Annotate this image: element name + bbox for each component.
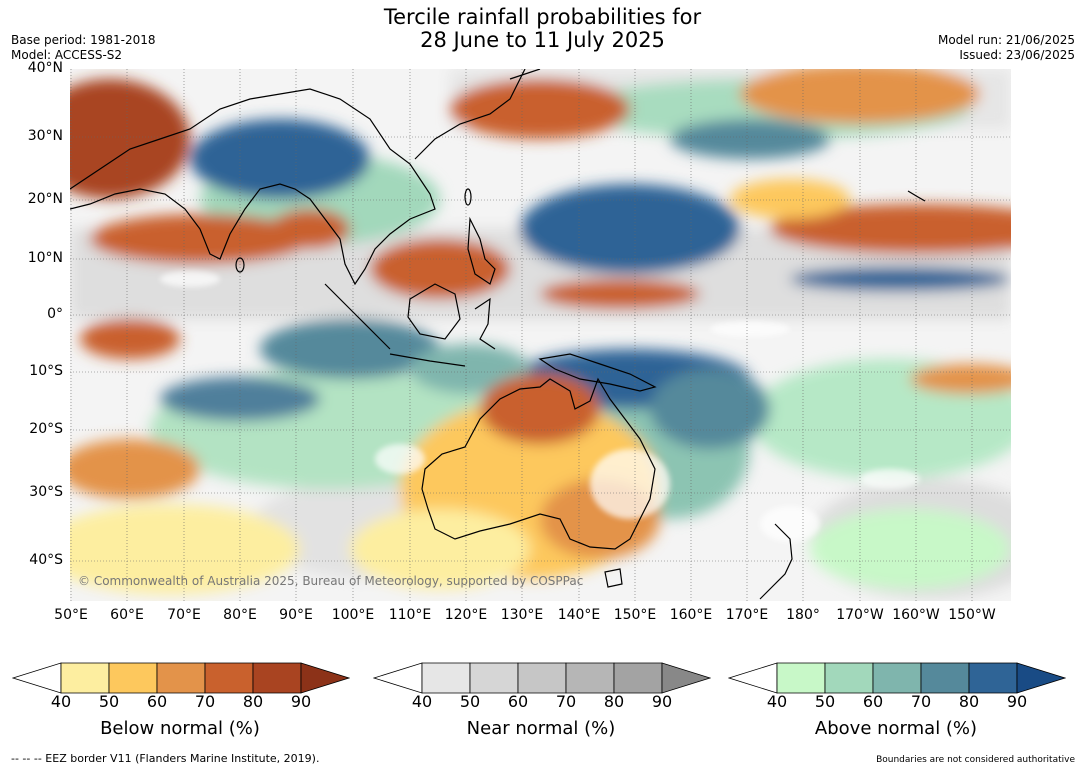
colorbar-tick-label: 40 [50, 692, 72, 711]
colorbar-segment [968, 662, 1018, 694]
colorbar-segment [108, 662, 158, 694]
colorbar-segment [517, 662, 567, 694]
colorbar-tick-label: 70 [555, 692, 577, 711]
eez-note: -- -- -- EEZ border V11 (Flanders Marine… [11, 752, 320, 765]
issued-date: Issued: 23/06/2025 [959, 48, 1075, 62]
base-period: Base period: 1981-2018 [11, 33, 156, 47]
page-title: Tercile rainfall probabilities for [383, 5, 702, 29]
asia-coast [70, 88, 436, 286]
hawaii-coast [907, 190, 926, 202]
lon-tick-label: 60°E [110, 607, 144, 623]
japan-coast [509, 69, 541, 80]
colorbar-segment [872, 662, 922, 694]
colorbar-under-tip [373, 662, 423, 694]
colorbar-segment [613, 662, 663, 694]
colorbar-tick-label: 40 [766, 692, 788, 711]
colorbar-tick-label: 50 [98, 692, 120, 711]
colorbar-tick-label: 90 [290, 692, 312, 711]
lat-tick-label: 20°S [29, 421, 63, 437]
lon-tick-label: 170°E [725, 607, 769, 623]
colorbar-segment [776, 662, 826, 694]
colorbar [12, 662, 350, 694]
page-subtitle: 28 June to 11 July 2025 [420, 28, 665, 52]
colorbar-under-tip [12, 662, 62, 694]
taiwan-coast [464, 188, 472, 206]
lat-tick-label: 0° [47, 306, 63, 322]
tasmania-coast [604, 568, 623, 588]
lon-tick-label: 150°W [948, 607, 996, 623]
colorbar-segment [824, 662, 874, 694]
lat-tick-label: 30°S [29, 484, 63, 500]
china-coast [414, 69, 526, 160]
colorbar-tick-label: 60 [146, 692, 168, 711]
rainfall-probability-map: © Commonwealth of Australia 2025, Bureau… [70, 69, 1011, 601]
colorbar-segment [920, 662, 970, 694]
lon-tick-label: 130°E [500, 607, 544, 623]
lon-tick-label: 70°E [167, 607, 201, 623]
colorbar-tick-label: 60 [862, 692, 884, 711]
java-coast [389, 353, 466, 367]
lon-tick-label: 100°E [331, 607, 375, 623]
lat-tick-label: 30°N [27, 128, 63, 144]
colorbar-under-tip [728, 662, 778, 694]
colorbar [728, 662, 1066, 694]
lon-tick-label: 180° [786, 607, 820, 623]
colorbar-segment [60, 662, 110, 694]
lat-tick-label: 10°S [29, 363, 63, 379]
lat-tick-label: 10°N [27, 250, 63, 266]
lat-tick-label: 40°N [27, 60, 63, 76]
colorbar-title: Below normal (%) [100, 718, 260, 739]
colorbar-tick-label: 90 [1006, 692, 1028, 711]
colorbar-over-tip [1016, 662, 1066, 694]
colorbar-tick-label: 90 [651, 692, 673, 711]
australia-coast [421, 377, 656, 550]
sumatra-coast [324, 283, 391, 350]
colorbar-segment [156, 662, 206, 694]
lon-tick-label: 170°W [836, 607, 884, 623]
model-run: Model run: 21/06/2025 [937, 33, 1075, 47]
colorbar-tick-label: 80 [242, 692, 264, 711]
colorbar-tick-label: 50 [814, 692, 836, 711]
philippines-coast [467, 216, 496, 285]
lon-tick-label: 160°W [892, 607, 940, 623]
colorbar-tick-label: 80 [958, 692, 980, 711]
lon-tick-label: 150°E [613, 607, 657, 623]
colorbar-tick-label: 40 [411, 692, 433, 711]
copyright-notice: © Commonwealth of Australia 2025, Bureau… [78, 574, 583, 588]
colorbar-tick-label: 50 [459, 692, 481, 711]
colorbar-title: Near normal (%) [466, 718, 616, 739]
colorbar-over-tip [300, 662, 350, 694]
lon-tick-label: 80°E [223, 607, 257, 623]
graticule [70, 69, 1011, 601]
lat-tick-label: 40°S [29, 552, 63, 568]
colorbar-tick-label: 60 [507, 692, 529, 711]
borneo-coast [407, 283, 461, 340]
colorbar-segment [565, 662, 615, 694]
lon-tick-label: 160°E [669, 607, 713, 623]
colorbar-tick-label: 70 [194, 692, 216, 711]
coastlines [70, 69, 926, 600]
sri-lanka-coast [235, 257, 245, 273]
lat-tick-label: 20°N [27, 191, 63, 207]
lon-tick-label: 120°E [444, 607, 488, 623]
colorbar-segment [252, 662, 302, 694]
colorbar-segment [204, 662, 254, 694]
lon-tick-label: 110°E [388, 607, 432, 623]
colorbar-over-tip [661, 662, 711, 694]
new-guinea-coast [538, 353, 657, 392]
new-zealand-coast [759, 523, 793, 600]
colorbar-tick-label: 80 [603, 692, 625, 711]
probability-speckle [160, 271, 920, 542]
lon-tick-label: 90°E [279, 607, 313, 623]
lon-tick-label: 50°E [54, 607, 88, 623]
boundaries-note: Boundaries are not considered authoritat… [876, 755, 1075, 765]
colorbar-segment [469, 662, 519, 694]
sulawesi-coast [474, 297, 496, 350]
model-name: Model: ACCESS-S2 [11, 48, 123, 62]
lon-tick-label: 140°E [557, 607, 601, 623]
colorbar-title: Above normal (%) [814, 718, 978, 739]
colorbar-tick-label: 70 [910, 692, 932, 711]
colorbar [373, 662, 711, 694]
colorbar-segment [421, 662, 471, 694]
